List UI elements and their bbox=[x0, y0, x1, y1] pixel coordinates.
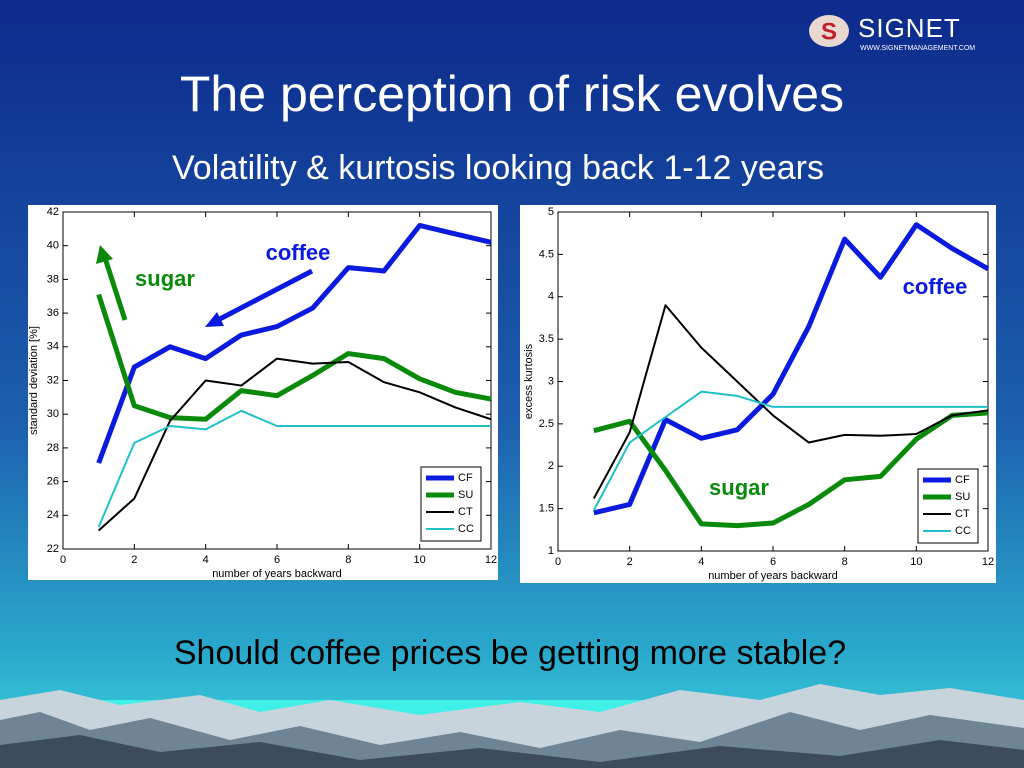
x-tick-label: 6 bbox=[274, 554, 280, 566]
arrow-head bbox=[205, 312, 224, 327]
series-line bbox=[96, 293, 492, 422]
legend-label: CT bbox=[955, 508, 970, 520]
logo-url: WWW.SIGNETMANAGEMENT.COM bbox=[860, 45, 975, 52]
legend-label: CC bbox=[955, 525, 971, 537]
y-tick-label: 24 bbox=[47, 509, 59, 521]
series-line bbox=[593, 410, 989, 529]
y-tick-label: 4.5 bbox=[539, 248, 554, 260]
annotation: sugar bbox=[709, 475, 769, 500]
y-tick-label: 32 bbox=[47, 374, 59, 386]
annotation: coffee bbox=[266, 240, 331, 265]
annotation: sugar bbox=[135, 266, 195, 291]
y-tick-label: 1.5 bbox=[539, 503, 554, 515]
y-tick-label: 42 bbox=[47, 206, 59, 218]
y-tick-label: 36 bbox=[47, 307, 59, 319]
y-tick-label: 34 bbox=[47, 341, 59, 353]
y-tick-label: 1 bbox=[548, 545, 554, 557]
arrow bbox=[102, 257, 128, 321]
series-line bbox=[96, 222, 492, 464]
logo-name: SIGNET bbox=[858, 13, 961, 43]
x-tick-label: 2 bbox=[627, 556, 633, 568]
x-axis-label: number of years backward bbox=[212, 568, 342, 580]
y-tick-label: 5 bbox=[548, 206, 554, 218]
slide-subtitle: Volatility & kurtosis looking back 1-12 … bbox=[172, 149, 824, 187]
legend-label: SU bbox=[955, 491, 970, 503]
logo-s: S bbox=[821, 18, 837, 45]
x-axis-label: number of years backward bbox=[708, 570, 838, 582]
x-tick-label: 4 bbox=[698, 556, 704, 568]
y-tick-label: 38 bbox=[47, 273, 59, 285]
y-axis-label: standard deviation [%] bbox=[28, 326, 40, 435]
x-tick-label: 10 bbox=[414, 554, 426, 566]
legend-label: CF bbox=[458, 472, 473, 484]
x-tick-label: 12 bbox=[485, 554, 497, 566]
x-tick-label: 10 bbox=[910, 556, 922, 568]
y-tick-label: 30 bbox=[47, 408, 59, 420]
slide-title: The perception of risk evolves bbox=[180, 66, 844, 122]
legend-label: CT bbox=[458, 506, 473, 518]
annotation: coffee bbox=[903, 274, 968, 299]
x-tick-label: 2 bbox=[131, 554, 137, 566]
series-line bbox=[97, 357, 492, 532]
legend-label: SU bbox=[458, 489, 473, 501]
arrow-head bbox=[96, 245, 113, 264]
y-tick-label: 3 bbox=[548, 375, 554, 387]
x-tick-label: 6 bbox=[770, 556, 776, 568]
x-tick-label: 12 bbox=[982, 556, 994, 568]
x-tick-label: 0 bbox=[60, 554, 66, 566]
x-tick-label: 4 bbox=[203, 554, 209, 566]
plot-frame bbox=[557, 211, 989, 552]
series-line bbox=[97, 409, 491, 528]
y-tick-label: 2 bbox=[548, 460, 554, 472]
annotations: coffee sugar coffee sugar bbox=[96, 240, 967, 500]
legend-label: CC bbox=[458, 523, 474, 535]
y-axis-label: excess kurtosis bbox=[523, 343, 535, 419]
x-tick-label: 8 bbox=[345, 554, 351, 566]
y-tick-label: 3.5 bbox=[539, 333, 554, 345]
y-tick-label: 28 bbox=[47, 442, 59, 454]
x-tick-label: 0 bbox=[555, 556, 561, 568]
series-line bbox=[592, 304, 989, 499]
arrow bbox=[212, 268, 314, 325]
logo: S SIGNET WWW.SIGNETMANAGEMENT.COM bbox=[809, 13, 975, 52]
legend-label: CF bbox=[955, 474, 970, 486]
series-line bbox=[592, 390, 988, 511]
mountains-front bbox=[0, 735, 1024, 768]
series-line bbox=[593, 222, 990, 516]
y-tick-label: 2.5 bbox=[539, 418, 554, 430]
logo-mark bbox=[809, 15, 849, 47]
y-tick-label: 26 bbox=[47, 476, 59, 488]
x-tick-label: 8 bbox=[842, 556, 848, 568]
y-tick-label: 22 bbox=[47, 543, 59, 555]
y-tick-label: 40 bbox=[47, 240, 59, 252]
question: Should coffee prices be getting more sta… bbox=[174, 634, 846, 672]
y-tick-label: 4 bbox=[548, 291, 554, 303]
